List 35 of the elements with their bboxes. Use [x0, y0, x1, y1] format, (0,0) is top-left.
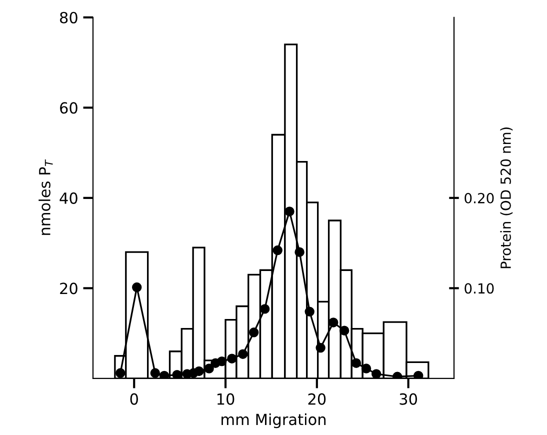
point	[339, 326, 350, 336]
y-tick-label: 80	[60, 12, 78, 24]
x-tick-label: 0	[130, 393, 138, 405]
point	[371, 369, 382, 378]
point	[159, 370, 170, 378]
point	[294, 247, 304, 257]
point	[150, 368, 160, 378]
y-tick-label: 20	[60, 282, 78, 294]
x-tick-label: 10	[217, 393, 234, 405]
x-axis-title: mm Migration	[222, 413, 326, 428]
point	[316, 342, 326, 353]
point	[132, 282, 142, 292]
y-tick-label: 60	[60, 102, 78, 114]
point	[204, 364, 214, 374]
point	[238, 349, 248, 359]
point	[272, 245, 282, 256]
point	[328, 318, 338, 328]
point	[116, 368, 126, 378]
point	[304, 306, 314, 317]
point	[172, 370, 182, 378]
point	[227, 354, 237, 364]
point	[284, 206, 294, 216]
y-tick-label: 40	[60, 192, 78, 204]
point	[217, 356, 227, 366]
point	[194, 366, 204, 376]
y-axis-title: nmoles P$_{T}$	[38, 159, 53, 235]
y2-axis-title: Protein (OD 520 nm)	[500, 128, 513, 268]
y2-tick-label: 0.10	[464, 283, 494, 294]
point	[351, 358, 362, 368]
x-tick-label: 30	[400, 393, 418, 405]
y2-tick-label: 0.20	[464, 192, 494, 204]
point	[248, 328, 259, 338]
point	[260, 304, 270, 314]
point	[361, 364, 372, 374]
x-tick-label: 20	[308, 393, 326, 405]
